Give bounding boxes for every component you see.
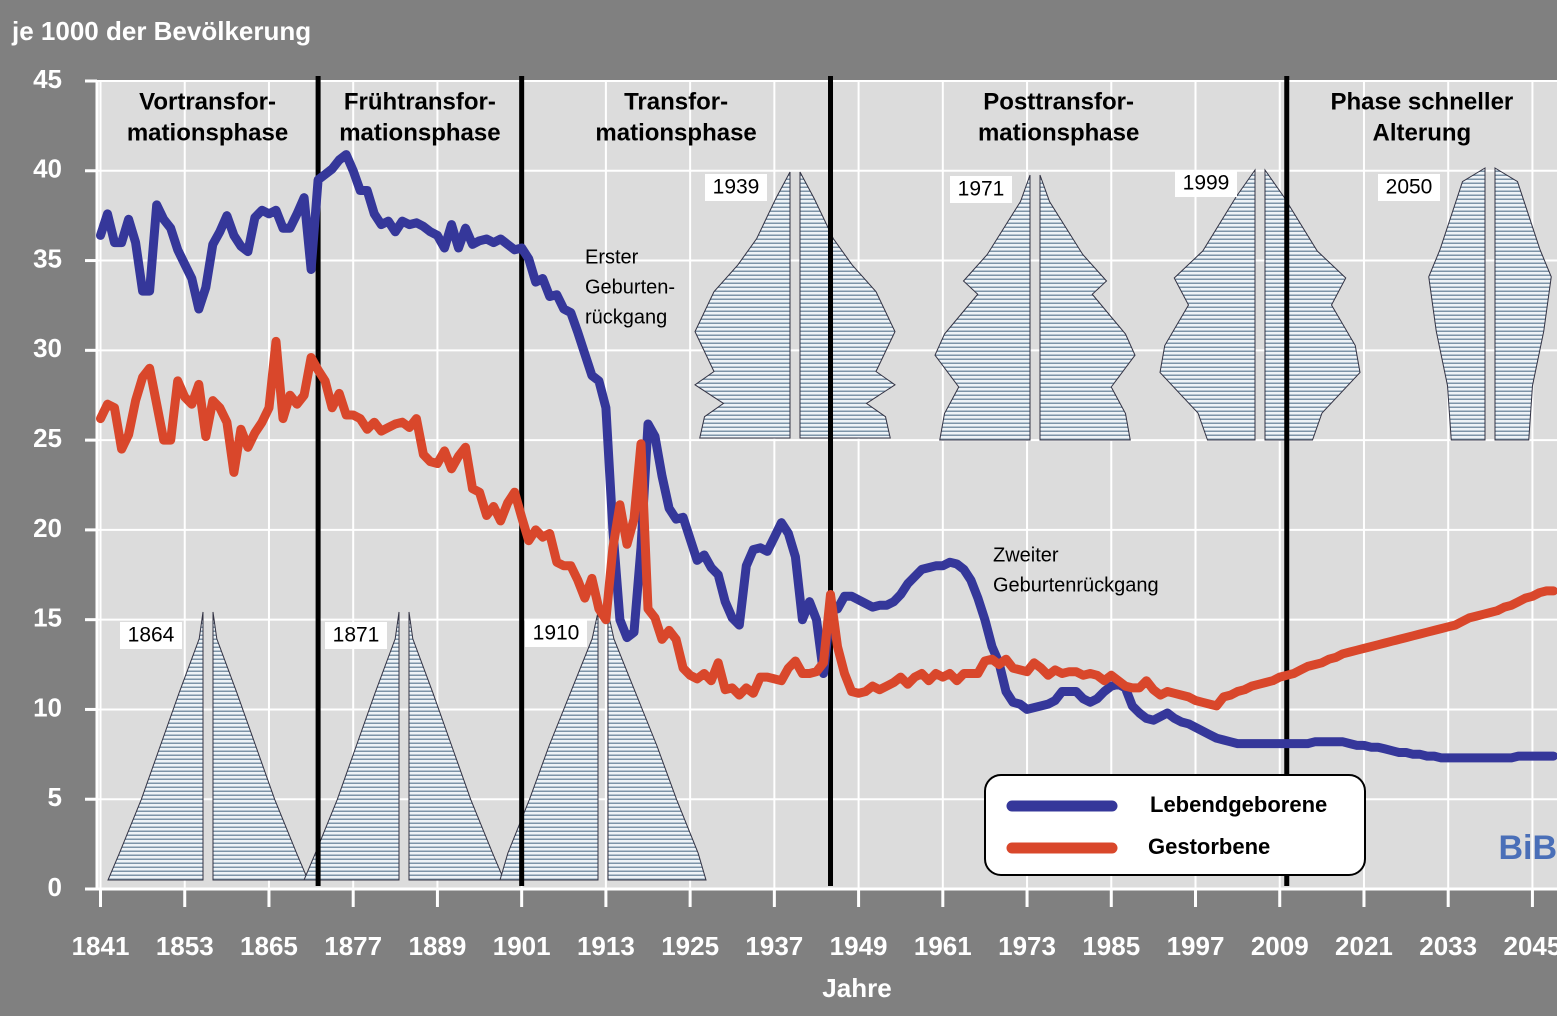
- phase-label: mationsphase: [339, 119, 500, 146]
- phase-label: Transfor-: [624, 88, 728, 115]
- pyramid-label: 1910: [533, 622, 580, 645]
- pyramid-label: 1864: [128, 624, 175, 647]
- y-tick-label: 10: [33, 692, 62, 722]
- x-tick-label: 1889: [409, 931, 467, 961]
- x-tick-label: 1925: [661, 931, 719, 961]
- phase-label: mationsphase: [595, 119, 756, 146]
- y-tick-label: 45: [33, 64, 62, 94]
- x-tick-label: 2045: [1504, 931, 1557, 961]
- pyramid-label: 1939: [713, 176, 760, 199]
- phase-label: Frühtransfor-: [344, 88, 496, 115]
- x-tick-label: 1913: [577, 931, 635, 961]
- phase-label: Alterung: [1373, 119, 1472, 146]
- x-tick-label: 1997: [1167, 931, 1225, 961]
- x-tick-label: 1949: [830, 931, 888, 961]
- annotation: Erster: [585, 246, 639, 268]
- x-tick-label: 1937: [745, 931, 803, 961]
- annotation: rückgang: [585, 306, 667, 328]
- legend-label: Gestorbene: [1148, 834, 1270, 859]
- y-tick-label: 15: [33, 603, 62, 633]
- y-axis-title: je 1000 der Bevölkerung: [11, 16, 311, 46]
- x-tick-label: 2021: [1335, 931, 1393, 961]
- x-tick-label: 1841: [72, 931, 130, 961]
- phase-label: Posttransfor-: [983, 88, 1134, 115]
- annotation: Zweiter: [993, 544, 1059, 566]
- phase-label: mationsphase: [127, 119, 288, 146]
- x-tick-label: 2033: [1419, 931, 1477, 961]
- pyramid-label: 1871: [333, 624, 380, 647]
- y-tick-label: 5: [48, 782, 62, 812]
- logo: BiB: [1498, 829, 1557, 867]
- legend-label: Lebendgeborene: [1150, 792, 1327, 817]
- x-tick-label: 1865: [240, 931, 298, 961]
- x-tick-label: 1853: [156, 931, 214, 961]
- legend-box: [985, 775, 1365, 875]
- chart: je 1000 der Bevölkerung Jahre 0 5 10 15 20 25…: [0, 0, 1557, 1016]
- phase-label: Vortransfor-: [139, 88, 276, 115]
- y-tick-label: 40: [33, 154, 62, 184]
- x-tick-label: 1961: [914, 931, 972, 961]
- y-tick-label: 35: [33, 243, 62, 273]
- annotation: Geburtenrückgang: [993, 574, 1159, 596]
- x-tick-label: 1973: [998, 931, 1056, 961]
- y-tick-label: 25: [33, 423, 62, 453]
- x-tick-label: 2009: [1251, 931, 1309, 961]
- y-tick-label: 20: [33, 513, 62, 543]
- phase-label: mationsphase: [978, 119, 1139, 146]
- x-tick-label: 1877: [324, 931, 382, 961]
- annotation: Geburten-: [585, 276, 675, 298]
- x-tick-label: 1985: [1082, 931, 1140, 961]
- y-tick-label: 30: [33, 333, 62, 363]
- x-tick-label: 1901: [493, 931, 551, 961]
- x-axis-title: Jahre: [822, 973, 891, 1003]
- pyramid-label: 1999: [1183, 172, 1230, 195]
- pyramid-label: 1971: [958, 178, 1005, 201]
- y-tick-label: 0: [48, 872, 62, 902]
- pyramid-label: 2050: [1386, 176, 1433, 199]
- phase-label: Phase schneller: [1330, 88, 1513, 115]
